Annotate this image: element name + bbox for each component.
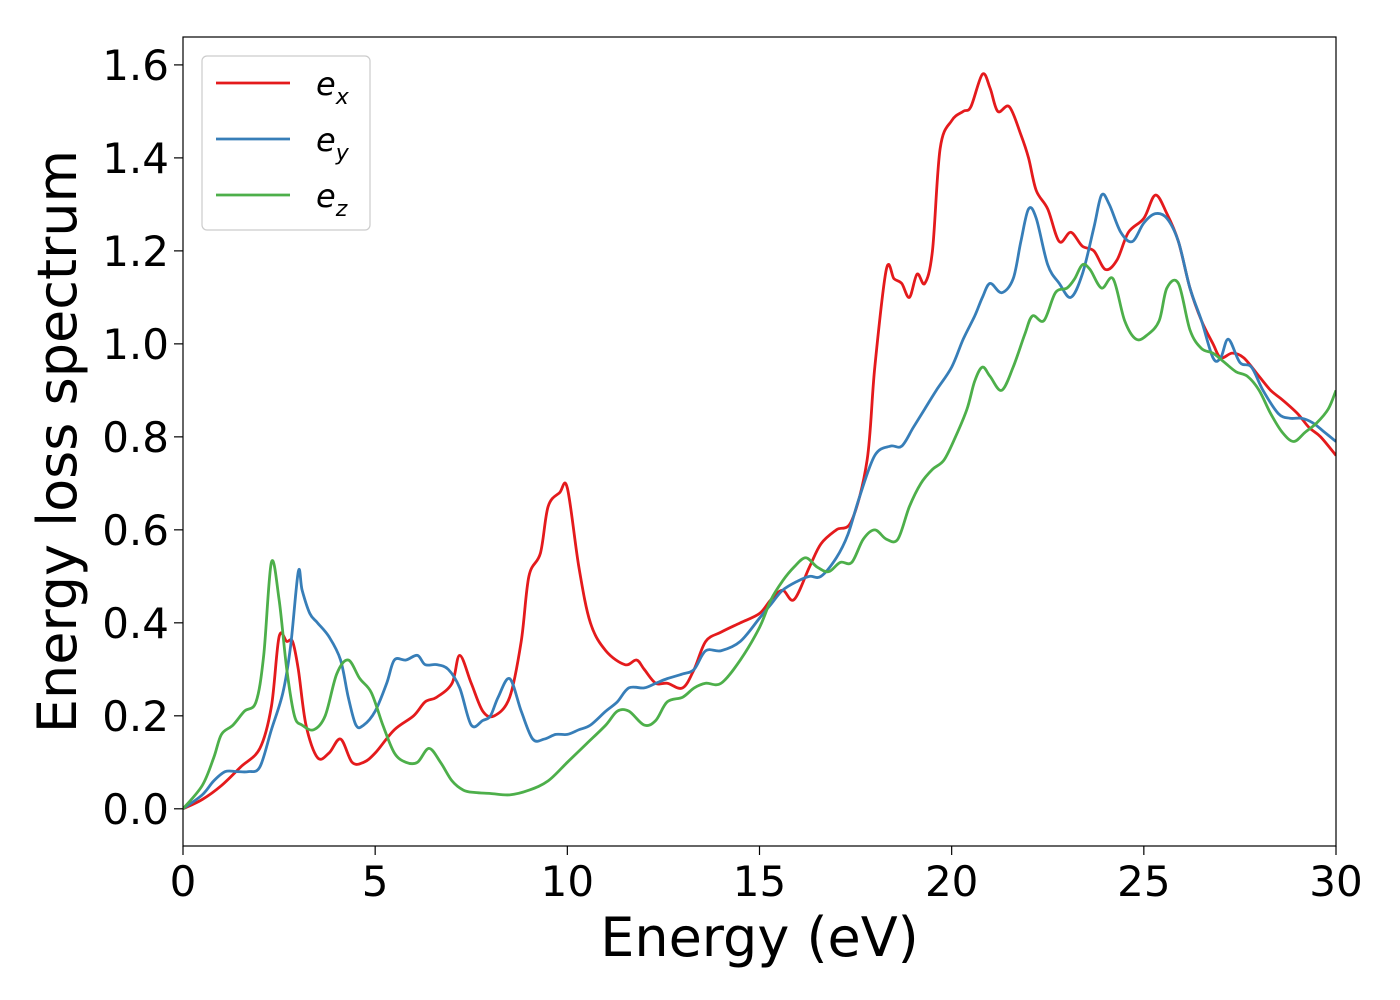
y-tick-label: 0.0 (102, 785, 169, 834)
x-tick-label: 0 (170, 857, 197, 906)
x-tick-label: 15 (733, 857, 786, 906)
y-tick-label: 0.4 (102, 599, 169, 648)
series-line-z (183, 262, 1336, 810)
y-tick-label: 1.4 (102, 134, 169, 183)
legend-label-subscript: x (335, 85, 350, 110)
y-axis-ticks: 0.0 0.2 0.4 0.6 0.8 1.0 1.2 1.4 1.6 (102, 41, 183, 834)
y-tick-label: 0.2 (102, 692, 169, 741)
y-tick-label: 1.6 (102, 41, 169, 90)
legend-label-subscript: z (335, 197, 348, 222)
y-tick-label: 0.6 (102, 506, 169, 555)
y-tick-label: 0.8 (102, 413, 169, 462)
series-layer (183, 72, 1336, 811)
legend-label-y: ey (316, 121, 350, 166)
legend-label-base: e (316, 121, 336, 159)
legend-label-base: e (316, 65, 336, 103)
x-tick-label: 10 (541, 857, 594, 906)
legend-box (201, 55, 371, 231)
x-axis-ticks: 0 5 10 15 20 25 30 (170, 846, 1363, 906)
x-tick-label: 25 (1117, 857, 1170, 906)
y-axis-title: Energy loss spectrum (26, 150, 89, 733)
legend-label-base: e (316, 177, 336, 215)
x-tick-label: 20 (925, 857, 978, 906)
x-tick-label: 30 (1309, 857, 1362, 906)
legend-label-subscript: y (335, 141, 350, 166)
legend-label-z: ez (316, 177, 348, 222)
series-line-y (183, 192, 1336, 810)
x-axis-title: Energy (eV) (600, 906, 919, 969)
series-line-x (183, 72, 1336, 811)
x-tick-label: 5 (362, 857, 389, 906)
legend-label-x: ex (316, 65, 350, 110)
y-tick-label: 1.2 (102, 227, 169, 276)
y-tick-label: 1.0 (102, 320, 169, 369)
